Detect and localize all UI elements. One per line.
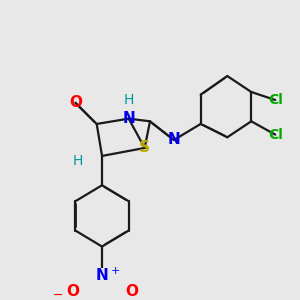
Text: N: N — [168, 133, 180, 148]
Text: Cl: Cl — [268, 93, 283, 107]
Text: S: S — [139, 140, 150, 155]
Text: N: N — [96, 268, 108, 284]
Text: O: O — [66, 284, 79, 299]
Text: O: O — [69, 95, 82, 110]
Text: H: H — [124, 93, 134, 107]
Text: −: − — [53, 289, 63, 300]
Text: O: O — [125, 284, 138, 299]
Text: +: + — [111, 266, 120, 275]
Text: N: N — [122, 111, 135, 126]
Text: H: H — [73, 154, 83, 168]
Text: Cl: Cl — [268, 128, 283, 142]
